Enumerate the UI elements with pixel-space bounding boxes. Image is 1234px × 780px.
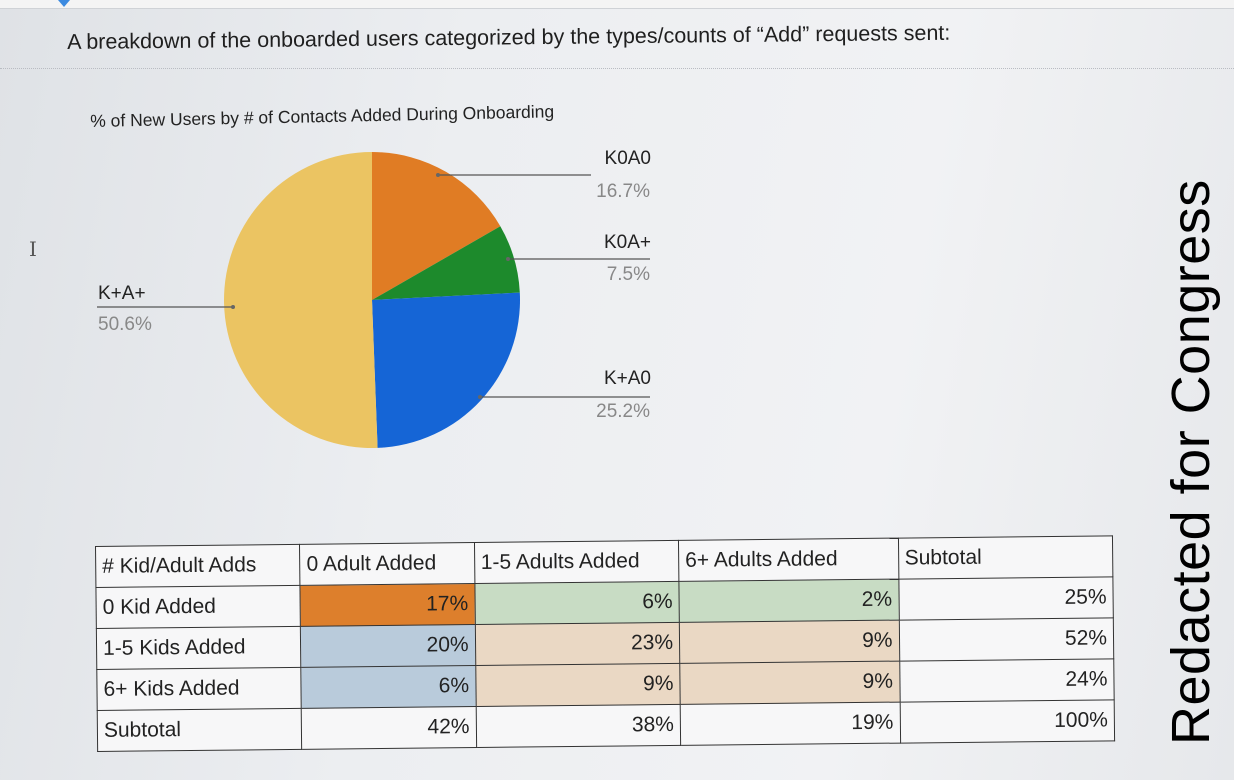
breakdown-table-container: # Kid/Adult Adds 0 Adult Added 1-5 Adult…	[95, 535, 1117, 752]
table-cell: 20%	[300, 624, 476, 668]
table-cell: 25%	[898, 576, 1114, 621]
table-cell: 9%	[679, 620, 900, 664]
table-cell: 9%	[475, 663, 681, 707]
section-divider	[0, 68, 1234, 69]
table-cell: 17%	[300, 583, 475, 627]
row-label: 0 Kid Added	[95, 585, 301, 629]
table-header-cell: 6+ Adults Added	[678, 538, 899, 582]
table-header-cell: 0 Adult Added	[299, 542, 475, 586]
text-cursor-icon: I	[29, 237, 37, 261]
leader-dot-k0a+	[506, 257, 510, 261]
slice-label-k0a+: K0A+	[603, 232, 651, 253]
redacted-watermark: Redacted for Congress	[1161, 179, 1221, 745]
pie-slice-k+a+	[224, 152, 378, 448]
table-cell: 52%	[898, 617, 1114, 662]
table-header-cell: Subtotal	[897, 535, 1113, 580]
table-header-cell: 1-5 Adults Added	[474, 540, 679, 584]
leader-dot-k+a+	[231, 305, 235, 309]
table-cell: 38%	[475, 704, 681, 748]
table-cell: 23%	[474, 622, 680, 666]
slice-label-k0a0: K0A0	[604, 148, 651, 169]
breakdown-table: # Kid/Adult Adds 0 Adult Added 1-5 Adult…	[95, 535, 1115, 752]
pie-slice-k+a0	[372, 292, 520, 448]
table-cell: 6%	[474, 581, 680, 625]
leader-dot-k+a0	[478, 395, 482, 399]
pie-slice-k0a+	[372, 226, 520, 300]
table-cell: 100%	[899, 699, 1115, 744]
leader-dot-k0a0	[436, 173, 440, 177]
table-header-cell: # Kid/Adult Adds	[95, 544, 301, 588]
table-cell: 6%	[301, 665, 476, 709]
slice-label-k+a+: K+A+	[98, 283, 146, 304]
table-cell: 42%	[301, 706, 477, 750]
slice-value-k0a0: 16.7%	[596, 181, 650, 202]
slice-value-k+a0: 25.2%	[596, 401, 650, 422]
slice-label-k+a0: K+A0	[603, 368, 651, 389]
slice-value-k0a+: 7.5%	[606, 264, 650, 285]
row-label: 6+ Kids Added	[96, 667, 302, 711]
slice-value-k+a+: 50.6%	[98, 314, 152, 335]
table-cell: 9%	[679, 661, 900, 705]
table-cell: 24%	[899, 658, 1115, 703]
row-label: 1-5 Kids Added	[96, 626, 302, 670]
table-cell: 2%	[678, 579, 899, 623]
top-toolbar-strip	[0, 0, 1234, 9]
table-cell: 19%	[680, 702, 901, 746]
row-label: Subtotal	[97, 708, 303, 752]
scroll-down-icon[interactable]	[58, 0, 70, 7]
pie-slice-k0a0	[372, 152, 501, 300]
